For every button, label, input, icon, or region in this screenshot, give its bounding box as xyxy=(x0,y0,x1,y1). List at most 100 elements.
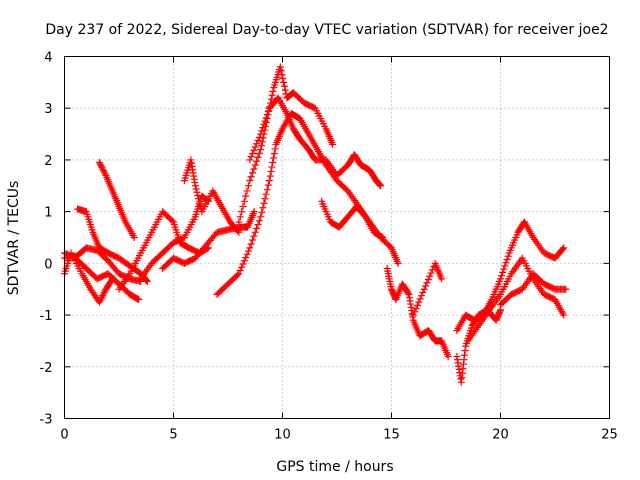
data-point xyxy=(108,275,116,283)
data-point xyxy=(261,195,269,203)
data-point xyxy=(424,276,432,284)
series-track-5 xyxy=(95,159,138,241)
data-point xyxy=(101,170,109,178)
data-point xyxy=(254,153,262,161)
series-track-10 xyxy=(213,109,402,298)
data-point xyxy=(247,240,255,248)
data-point xyxy=(143,277,151,285)
data-point xyxy=(267,168,275,176)
data-point xyxy=(251,161,259,169)
x-tick-label: 15 xyxy=(383,428,400,443)
data-point xyxy=(269,87,277,95)
data-point xyxy=(251,143,259,151)
x-tick-label: 25 xyxy=(601,428,618,443)
data-point xyxy=(265,177,273,185)
series-track-12 xyxy=(246,94,385,190)
data-point xyxy=(500,265,508,273)
y-tick-label: 3 xyxy=(44,102,52,117)
y-axis-label: SDTVAR / TECUs xyxy=(6,181,22,296)
x-tick-label: 0 xyxy=(60,428,68,443)
data-point xyxy=(195,198,203,206)
data-point xyxy=(258,127,266,135)
data-point xyxy=(250,232,258,240)
data-point xyxy=(240,257,248,265)
data-point xyxy=(259,124,267,132)
data-point xyxy=(562,285,570,293)
data-point xyxy=(409,311,417,319)
data-point xyxy=(239,202,247,210)
data-point xyxy=(263,186,271,194)
data-point xyxy=(194,191,202,199)
data-point xyxy=(249,236,257,244)
data-point xyxy=(438,275,446,283)
data-point xyxy=(99,290,107,298)
series-track-4 xyxy=(74,205,151,285)
data-point xyxy=(100,168,108,176)
data-point xyxy=(247,173,255,181)
series-track-15 xyxy=(409,259,446,319)
data-point xyxy=(560,311,568,319)
data-point xyxy=(97,162,105,170)
plot-frame xyxy=(64,56,610,419)
data-point xyxy=(263,111,271,119)
data-point xyxy=(191,182,199,190)
grid xyxy=(64,56,610,419)
data-point xyxy=(244,247,252,255)
data-point xyxy=(242,254,250,262)
data-point xyxy=(412,305,420,313)
data-point xyxy=(278,71,286,79)
data-point xyxy=(415,298,423,306)
data-point xyxy=(254,137,262,145)
data-point xyxy=(258,208,266,216)
series-track-8 xyxy=(180,156,243,236)
data-point xyxy=(378,233,386,241)
x-tick-label: 20 xyxy=(492,428,509,443)
data-point xyxy=(242,192,250,200)
data-point xyxy=(130,234,138,241)
data-point xyxy=(281,86,289,94)
data-point xyxy=(259,134,267,142)
data-point xyxy=(426,272,434,280)
data-point xyxy=(502,259,510,267)
y-tick-label: 2 xyxy=(44,154,52,169)
data-point xyxy=(497,275,504,283)
data-point xyxy=(264,181,272,189)
data-point xyxy=(193,188,201,196)
series-track-7 xyxy=(137,192,212,283)
data-point xyxy=(255,133,263,141)
data-point xyxy=(413,301,421,309)
data-point xyxy=(260,120,268,128)
data-point xyxy=(280,78,288,86)
data-point xyxy=(195,195,203,203)
data-point xyxy=(243,250,251,258)
data-point xyxy=(261,117,269,125)
data-point xyxy=(238,263,246,271)
data-point xyxy=(254,221,262,229)
x-tick-label: 10 xyxy=(274,428,291,443)
data-point xyxy=(259,204,267,212)
data-point xyxy=(257,146,265,154)
data-point xyxy=(99,292,107,300)
data-point xyxy=(422,282,430,290)
data-point xyxy=(244,182,252,190)
data-point xyxy=(249,169,257,177)
data-point xyxy=(247,153,255,161)
data-point xyxy=(501,262,509,270)
data-point xyxy=(235,218,243,226)
data-point xyxy=(498,272,506,280)
data-point xyxy=(262,190,270,198)
data-point xyxy=(246,244,254,252)
y-tick-label: -3 xyxy=(40,413,53,428)
data-point xyxy=(100,288,108,296)
x-tick-label: 5 xyxy=(169,428,177,443)
data-point xyxy=(134,295,142,303)
tick-labels: 0 5 10 15 20 25 -3 -2 -1 0 1 2 3 4 xyxy=(40,51,618,443)
data-point xyxy=(108,276,116,284)
data-point xyxy=(250,146,258,154)
data-point xyxy=(257,130,265,138)
data-point xyxy=(249,149,257,157)
data-point xyxy=(420,285,428,293)
data-point xyxy=(253,140,261,148)
series-track-9 xyxy=(159,208,258,273)
